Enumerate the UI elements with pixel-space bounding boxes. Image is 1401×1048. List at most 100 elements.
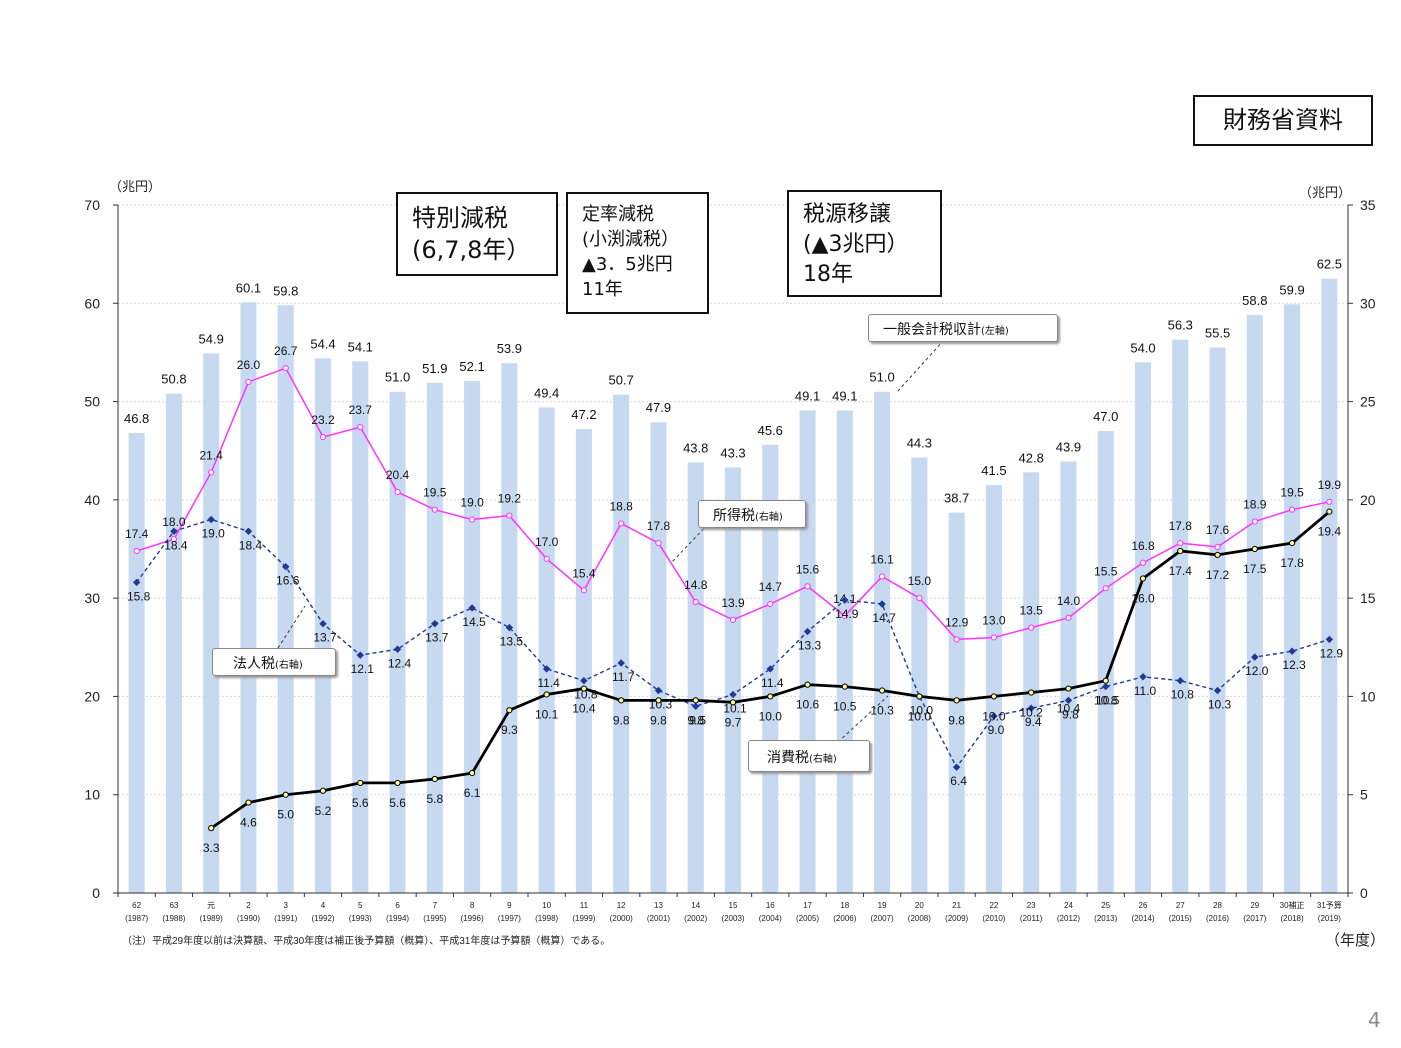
corporate-tax-point [990, 712, 998, 720]
income-tax-value-label: 13.9 [721, 596, 745, 610]
consumption-tax-point [1028, 689, 1035, 696]
consumption-tax-value-label: 19.4 [1318, 525, 1342, 539]
total-revenue-callout: 一般会計税収計(左軸) [868, 314, 1058, 342]
bar-value-label: 51.9 [422, 361, 447, 376]
bar-value-label: 60.1 [236, 280, 261, 295]
consumption-tax-value-label: 9.3 [501, 723, 518, 737]
x-tick-label: 12 [617, 901, 626, 910]
x-tick-year: (1987) [125, 914, 148, 923]
x-tick-label: 27 [1176, 901, 1185, 910]
income-tax-value-label: 18.0 [162, 515, 186, 529]
corporate-tax-value-label: 13.7 [313, 631, 337, 645]
consumption-tax-point [767, 693, 774, 700]
consumption-tax-point [282, 791, 289, 798]
consumption-tax-value-label: 9.8 [613, 713, 630, 727]
right-tick-label: 30 [1360, 295, 1376, 311]
revenue-bar [352, 361, 369, 893]
x-tick-year: (1988) [162, 914, 185, 923]
bar-value-label: 51.0 [869, 370, 894, 385]
income-tax-value-label: 17.4 [125, 527, 149, 541]
corporate-tax-point [1288, 647, 1296, 655]
x-tick-year: (1996) [461, 914, 484, 923]
x-tick-label: 19 [878, 901, 887, 910]
corporate-tax-point [692, 702, 700, 710]
bar-value-label: 38.7 [944, 491, 969, 506]
annotation-line: 税源移譲 [803, 202, 892, 227]
x-tick-label: 2 [246, 901, 251, 910]
bar-value-label: 45.6 [758, 423, 783, 438]
income-tax-value-label: 26.7 [274, 344, 298, 358]
corporate-tax-value-label: 12.0 [1245, 664, 1269, 678]
consumption-tax-point [990, 693, 998, 700]
x-tick-label: 6 [395, 901, 400, 910]
x-tick-label: 11 [580, 901, 589, 910]
revenue-bar [985, 485, 1002, 893]
bar-value-label: 50.7 [609, 373, 634, 388]
income-tax-point [1102, 585, 1109, 592]
tax-source-transfer-annotation: 税源移譲 (▲3兆円） 18年 [787, 190, 942, 297]
income-tax-point [1139, 559, 1147, 566]
bar-value-label: 54.0 [1130, 340, 1155, 355]
income-tax-value-label: 19.5 [1280, 486, 1304, 500]
consumption-tax-value-label: 17.4 [1169, 564, 1193, 578]
corporate-tax-point [1027, 704, 1035, 712]
income-tax-point [1288, 506, 1296, 513]
income-tax-point [170, 536, 178, 543]
income-tax-value-label: 15.4 [572, 566, 596, 580]
x-tick-label: 15 [729, 901, 738, 910]
corporate-tax-point [1176, 676, 1184, 685]
corporate-tax-point [1213, 686, 1222, 695]
corporate-tax-value-label: 9.8 [1062, 707, 1079, 721]
corporate-tax-value-label: 14.5 [462, 615, 486, 629]
bar-value-label: 54.4 [310, 336, 335, 351]
corporate-tax-value-label: 10.5 [1096, 694, 1120, 708]
corporate-tax-value-label: 10.8 [1171, 688, 1195, 702]
left-axis-unit: （兆円） [109, 179, 161, 194]
x-tick-label: 25 [1101, 901, 1110, 910]
consumption-tax-value-label: 10.0 [759, 709, 783, 723]
income-tax-point [580, 587, 588, 594]
x-tick-year: (2003) [721, 914, 744, 923]
consumption-tax-value-label: 10.8 [1094, 694, 1118, 708]
x-tick-year: (2019) [1318, 914, 1341, 923]
x-tick-label: 9 [507, 901, 512, 910]
x-tick-year: (2002) [684, 914, 707, 923]
revenue-bar [538, 407, 555, 893]
revenue-bar [1321, 278, 1338, 893]
corporate-tax-point [1102, 682, 1110, 691]
bar-value-label: 52.1 [459, 359, 484, 374]
bar-value-label: 56.3 [1168, 318, 1193, 333]
x-tick-label: 14 [691, 901, 700, 910]
income-tax-point [767, 600, 774, 608]
corporate-tax-point [1325, 635, 1334, 644]
x-tick-year: (2004) [759, 914, 782, 923]
income-tax-point [543, 555, 550, 562]
corporate-tax-value-label: 19.0 [202, 527, 226, 541]
corporate-tax-callout: 法人税(右軸) [212, 648, 336, 676]
bar-value-label: 49.1 [832, 388, 857, 403]
x-tick-label: 4 [321, 901, 326, 910]
corporate-tax-value-label: 13.7 [425, 631, 449, 645]
bar-value-label: 47.2 [571, 407, 596, 422]
x-tick-year: (1993) [349, 914, 372, 923]
consumption-tax-point [1288, 540, 1296, 547]
income-tax-value-label: 17.8 [647, 519, 671, 533]
consumption-tax-value-label: 10.0 [908, 709, 932, 723]
revenue-bar [389, 391, 406, 893]
consumption-tax-point [841, 683, 848, 690]
x-tick-year: (2011) [1020, 914, 1043, 923]
corporate-tax-point [878, 600, 886, 608]
annotation-line: 定率減税 [582, 204, 654, 225]
revenue-bar [1172, 339, 1189, 893]
revenue-bar [687, 462, 704, 893]
revenue-bar [650, 422, 667, 893]
x-tick-label: 21 [952, 901, 961, 910]
corporate-tax-point [207, 515, 215, 524]
corporate-tax-point [803, 627, 812, 636]
consumption-tax-value-label: 17.8 [1280, 556, 1304, 570]
corporate-tax-point [244, 527, 253, 536]
corporate-tax-value-label: 13.3 [798, 639, 822, 653]
income-tax-value-label: 17.6 [1206, 523, 1230, 537]
left-tick-label: 20 [84, 688, 100, 704]
